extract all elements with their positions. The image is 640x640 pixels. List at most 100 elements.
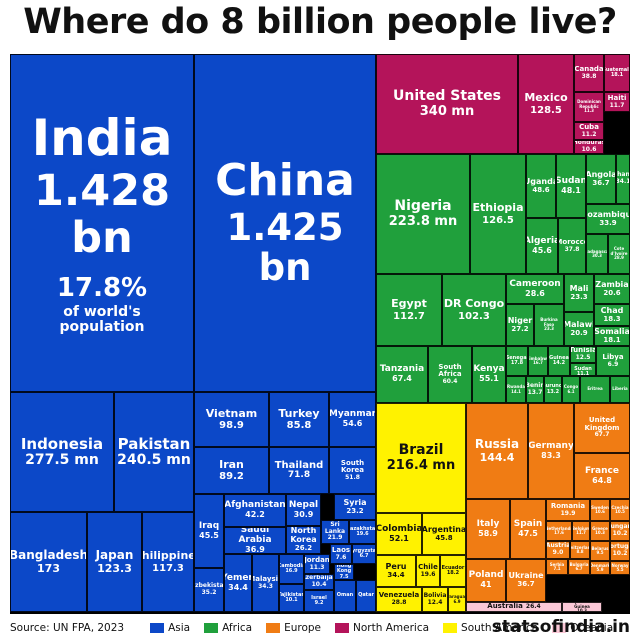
cell-value: 28.9 — [614, 255, 624, 261]
legend-swatch — [443, 623, 458, 633]
treemap-cell-mozambique: Mozambique33.9 — [586, 204, 630, 234]
cell-label: Madagascar — [587, 248, 607, 254]
treemap-cell-romania: Romania 19.9 — [546, 499, 590, 521]
cell-label: Romania — [550, 501, 586, 510]
cell-value: 28.6 — [525, 288, 545, 298]
cell-label: Malawi — [564, 319, 594, 329]
legend-label: Africa — [222, 622, 253, 634]
treemap-cell-oman: Oman — [334, 580, 356, 612]
cell-value: 277.5 mn — [25, 451, 99, 468]
cell-value: 10.3 — [595, 530, 605, 535]
cell-value: 102.3 — [458, 310, 490, 322]
cell-label: Philippines — [142, 549, 193, 563]
treemap-cell-egypt: Egypt 112.7 — [376, 274, 442, 346]
treemap-cell-honduras: Honduras 10.6 — [574, 140, 604, 154]
cell-value: 17.8 — [510, 360, 524, 366]
treemap-cell-pakistan: Pakistan 240.5 mn — [114, 392, 194, 512]
cell-value: 23.2 — [346, 506, 364, 515]
cell-value: 340 mn — [419, 103, 475, 119]
treemap-cell-hungary: Hungary10.2 — [610, 521, 630, 541]
cell-label: United Kingdom — [584, 416, 620, 432]
cell-label: Brazil — [398, 442, 444, 459]
treemap-cell-mali: Mali 23.3 — [564, 274, 594, 312]
treemap-cell-liberia: Liberia — [610, 376, 630, 403]
cell-value: 7.1 — [553, 566, 561, 571]
treemap-cell-japan: Japan 123.3 — [87, 512, 142, 612]
cell-value: 98.9 — [219, 420, 244, 432]
treemap: India 1.428 bn 17.8% of world's population C… — [10, 54, 630, 614]
treemap-cell-peru: Peru 34.4 — [376, 555, 416, 587]
treemap-cell-burkina-faso: Burkina Faso 23.3 — [534, 304, 564, 346]
treemap-cell-iran: Iran 89.2 — [194, 447, 269, 494]
treemap-cell-china: China 1.425 bn — [194, 54, 376, 392]
cell-label: Tanzania — [379, 364, 425, 375]
cell-label: Belgium — [572, 525, 590, 531]
cell-share-caption: of world's population — [59, 303, 145, 336]
legend: Asia Africa Europe North America South Ameri… — [150, 622, 627, 634]
cell-value: 55.1 — [479, 374, 499, 384]
cell-value: 128.5 — [530, 104, 562, 116]
cell-value: 11.3 — [309, 563, 325, 571]
cell-label: Morocco — [559, 237, 585, 246]
cell-label: North Korea — [290, 526, 317, 545]
treemap-cell-qatar: Qatar — [356, 580, 376, 612]
cell-label: Colombia — [376, 523, 422, 534]
treemap-cell-sri-lanka: Sri Lanka 21.9 — [321, 520, 349, 544]
cell-label: Haiti — [607, 93, 627, 102]
cell-value: 18.1 — [603, 335, 621, 344]
cell-label: Greece — [592, 525, 608, 531]
treemap-cell-cambodia: Cambodia16.9 — [279, 554, 304, 584]
cell-label: Kenya — [473, 364, 505, 375]
cell-label: Spain — [513, 518, 543, 529]
cell-value: 85.8 — [286, 420, 312, 432]
treemap-cell-sweden: Sweden 10.6 — [590, 499, 610, 521]
treemap-cell-turkey: Turkey 85.8 — [269, 392, 329, 447]
treemap-cell-serbia: Serbia 7.1 — [546, 559, 568, 575]
source-note: Source: UN FPA, 2023 — [10, 622, 125, 634]
cell-value: 1.425 bn — [226, 205, 344, 290]
legend-item-south-america: South America — [443, 622, 538, 634]
cell-label: Afghanistan — [224, 500, 286, 511]
cell-label: Norway — [611, 562, 629, 568]
treemap-cell-laos: Laos 7.6 — [330, 544, 352, 564]
cell-value: 7.6 — [335, 553, 347, 561]
cell-label: Hong Kong — [336, 564, 352, 575]
treemap-cell-kenya: Kenya 55.1 — [472, 346, 506, 403]
legend-swatch — [552, 623, 567, 633]
cell-value: 36.7 — [592, 178, 610, 187]
treemap-cell-nepal: Nepal 30.9 — [286, 494, 321, 526]
cell-value: 20.9 — [570, 328, 588, 337]
treemap-cell-nigeria: Nigeria 223.8 mn — [376, 154, 470, 274]
legend-item-africa: Africa — [204, 622, 252, 634]
cell-label: Bangladesh — [10, 548, 87, 563]
cell-value: 13.7 — [527, 388, 543, 396]
cell-label: Uzbekistan — [195, 582, 224, 590]
cell-label: Chile — [418, 562, 438, 571]
cell-share: 17.8% — [56, 273, 148, 304]
cell-label: Serbia — [549, 561, 565, 567]
cell-label: Chad — [600, 305, 624, 315]
treemap-cell-malaysia: Malaysia34.3 — [252, 554, 279, 612]
cell-label: Cameroon — [509, 278, 561, 289]
cell-value: 45.8 — [435, 533, 453, 542]
cell-value: 223.8 mn — [388, 213, 458, 229]
cell-label: South Sudan — [574, 363, 592, 372]
treemap-cell-senegal: Senegal 17.8 — [506, 346, 528, 376]
cell-value: 8.8 — [576, 549, 584, 554]
cell-label: Bolivia — [423, 591, 447, 599]
cell-label: Papua New Guinea — [569, 603, 594, 609]
cell-value: 216.4 mn — [386, 457, 456, 473]
cell-label: Zimbabwe — [529, 355, 547, 361]
cell-value: 19.9 — [560, 509, 576, 517]
cell-label: Uganda — [527, 176, 555, 186]
cell-label: Honduras — [574, 140, 604, 147]
treemap-cell-azerbaijan: Azerbaijan10.4 — [304, 574, 334, 590]
cell-label: DR Congo — [443, 297, 505, 311]
treemap-cell-italy: Italy 58.9 — [466, 499, 510, 559]
cell-value: 33.9 — [599, 218, 617, 227]
cell-label: Netherlands — [546, 525, 572, 531]
treemap-cell-philippines: Philippines117.3 — [142, 512, 194, 612]
cell-label: Malaysia — [253, 574, 279, 583]
legend-swatch — [150, 623, 165, 633]
cell-label: Argentina — [422, 524, 466, 534]
